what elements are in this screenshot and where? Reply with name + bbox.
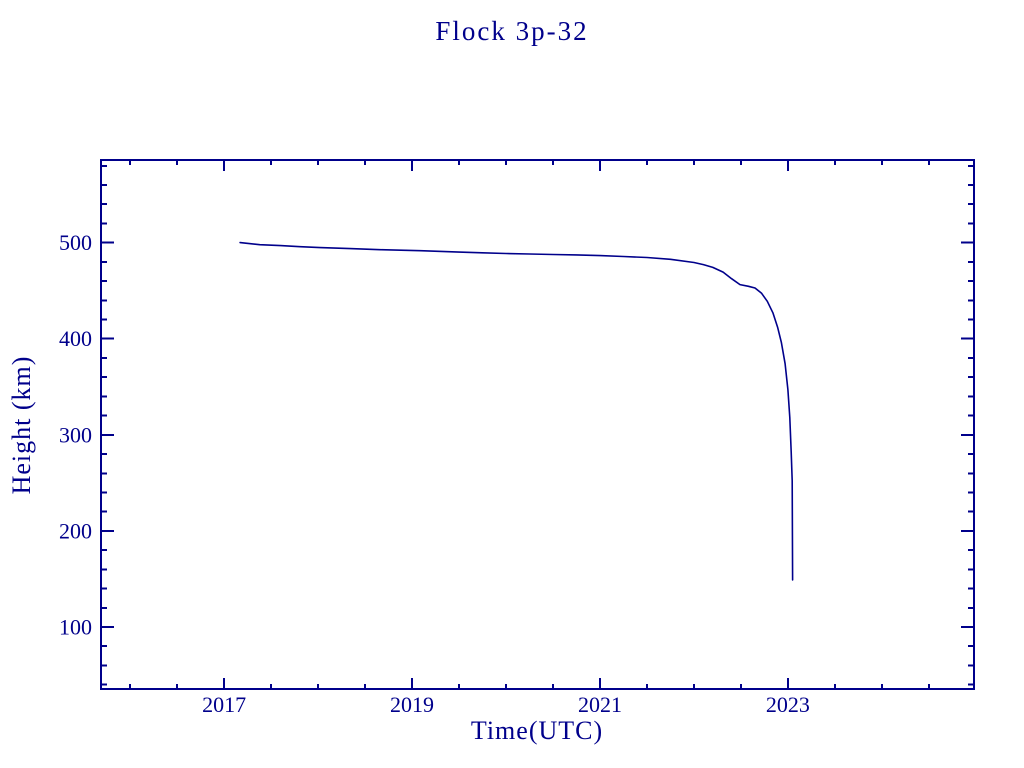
chart-title: Flock 3p-32: [435, 16, 589, 46]
y-tick-label: 500: [59, 230, 92, 255]
y-axis-label: Height (km): [7, 355, 36, 495]
x-tick-labels: 2017 2019 2021 2023: [202, 692, 810, 717]
x-tick-label: 2019: [390, 692, 434, 717]
y-tick-label: 400: [59, 326, 92, 351]
y-tick-label: 300: [59, 422, 92, 447]
plot-frame: [100, 159, 975, 690]
x-tick-label: 2017: [202, 692, 246, 717]
y-axis-ticks: [101, 164, 974, 686]
height-series-line: [239, 241, 794, 581]
x-tick-label: 2023: [766, 692, 810, 717]
y-tick-labels: 100 200 300 400 500: [59, 230, 92, 639]
x-tick-label: 2021: [578, 692, 622, 717]
y-tick-label: 200: [59, 518, 92, 543]
x-axis-ticks: [129, 160, 930, 689]
y-tick-label: 100: [59, 615, 92, 640]
x-axis-label: Time(UTC): [470, 716, 604, 745]
